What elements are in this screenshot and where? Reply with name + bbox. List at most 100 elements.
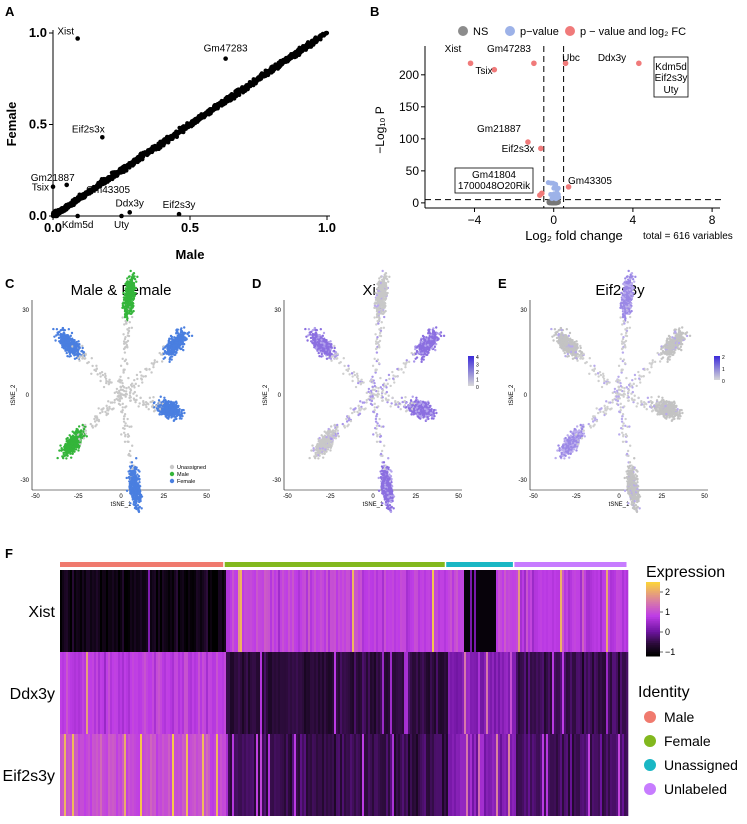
tsne-cell-point xyxy=(137,384,140,388)
tsne-cell-point xyxy=(173,406,177,409)
tsne-cell-point xyxy=(168,338,171,342)
b-point-label: Uty xyxy=(664,85,679,96)
tsne-cell-point xyxy=(135,482,139,485)
tsne-cell-point xyxy=(182,348,185,352)
tsne-cell-point xyxy=(147,408,150,411)
a-gene-point xyxy=(162,139,167,145)
tsne-cell-point xyxy=(144,374,147,378)
tsne-cell-point xyxy=(129,269,132,273)
tsne-cell-point xyxy=(85,435,88,438)
tsne-cell-point xyxy=(121,382,124,385)
tsne-cell-point xyxy=(122,291,125,295)
tsne-cell-point xyxy=(123,351,127,354)
tsne-cell-point xyxy=(158,351,161,355)
tsne-cell-point xyxy=(373,402,376,406)
tsne-cell-point xyxy=(67,445,71,448)
tsne-cell-point xyxy=(83,357,86,360)
tsne-cell-point xyxy=(65,457,68,460)
tsne-cell-point xyxy=(113,398,116,402)
tsne-cell-point xyxy=(127,475,131,479)
a-gene-point xyxy=(186,123,191,129)
tsne-cell-point xyxy=(70,442,74,446)
tsne-cell-point xyxy=(163,396,166,399)
tsne-cell-point xyxy=(158,401,161,405)
tsne-cell-point xyxy=(67,328,71,331)
a-gene-point xyxy=(268,67,273,72)
b-point-label: Eif2s3y xyxy=(655,73,688,84)
tsne-cell-point xyxy=(190,334,194,338)
tsne-cell-point xyxy=(126,310,129,314)
tsne-cell-point xyxy=(122,298,126,302)
tsne-cell-point xyxy=(81,423,84,427)
tsne-cell-point xyxy=(122,417,126,421)
tsne-cell-point xyxy=(138,402,141,405)
tsne-cell-point xyxy=(106,406,109,410)
a-gene-point xyxy=(259,72,264,77)
c-y-label: tSNE_2 xyxy=(11,384,17,405)
tsne-cell-point xyxy=(129,502,132,505)
tsne-cell-point xyxy=(169,355,172,359)
tsne-cell-point xyxy=(153,409,157,412)
tsne-cell-point xyxy=(59,341,62,344)
tsne-cell-point xyxy=(354,385,358,389)
tsne-cell-point xyxy=(63,332,66,335)
a-y-tick-label: 1.0 xyxy=(29,25,47,40)
tsne-cell-point xyxy=(93,417,96,421)
tsne-cell-point xyxy=(80,432,84,436)
c-x-tick-label: -25 xyxy=(74,494,83,500)
tsne-cell-point xyxy=(67,341,71,344)
a-gene-point xyxy=(64,204,70,209)
d-y-tick-label: -30 xyxy=(272,478,281,484)
a-y-tick-label: 0.5 xyxy=(29,117,47,132)
tsne-cell-point xyxy=(69,452,72,455)
tsne-cell-point xyxy=(66,452,69,455)
tsne-cell-point xyxy=(385,378,388,382)
tsne-cell-point xyxy=(123,413,127,416)
tsne-cell-point xyxy=(134,477,138,481)
d-y-label: tSNE_2 xyxy=(263,384,269,405)
tsne-cell-point xyxy=(135,373,139,377)
tsne-cell-point xyxy=(123,293,127,297)
tsne-cell-point xyxy=(387,394,390,397)
tsne-cell-point xyxy=(411,395,414,398)
c-x-tick-label: 50 xyxy=(203,494,210,500)
tsne-cell-point xyxy=(66,334,70,337)
tsne-cell-point xyxy=(122,340,126,343)
tsne-cell-point xyxy=(75,444,78,448)
a-gene-point xyxy=(127,165,132,170)
a-gene-point xyxy=(251,80,256,85)
tsne-cell-point xyxy=(123,424,127,427)
tsne-cell-point xyxy=(133,472,136,475)
tsne-cell-point xyxy=(129,282,132,285)
d-y-tick-label: 30 xyxy=(274,308,281,314)
tsne-cell-point xyxy=(135,499,138,503)
tsne-cell-point xyxy=(160,360,164,363)
a-gene-point xyxy=(145,152,150,158)
a-labeled-point xyxy=(100,135,105,140)
c-y-tick-label: 0 xyxy=(26,393,30,399)
tsne-cell-point xyxy=(105,379,108,383)
tsne-cell-point xyxy=(124,390,128,393)
tsne-cell-point xyxy=(127,326,131,330)
tsne-cell-point xyxy=(106,412,110,415)
tsne-cell-point xyxy=(127,376,130,380)
tsne-cell-point xyxy=(55,328,59,331)
tsne-cell-point xyxy=(86,361,89,365)
tsne-cell-point xyxy=(123,323,126,326)
tsne-cell-point xyxy=(168,358,171,361)
a-x-tick-label: 1.0 xyxy=(318,220,336,235)
tsne-cell-point xyxy=(123,415,126,418)
tsne-cell-point xyxy=(111,401,114,404)
tsne-cell-point xyxy=(58,449,61,452)
a-point-label: Xist xyxy=(57,26,74,37)
tsne-cell-point xyxy=(70,331,74,335)
tsne-cell-point xyxy=(74,348,77,352)
a-labeled-point xyxy=(127,210,133,215)
tsne-cell-point xyxy=(71,342,74,346)
b-pvalue-point xyxy=(548,180,554,186)
b-legend-marker xyxy=(505,26,515,36)
tsne-cell-point xyxy=(129,454,132,458)
tsne-cell-point xyxy=(121,316,124,319)
tsne-cell-point xyxy=(120,433,123,436)
tsne-cell-point xyxy=(125,387,128,390)
